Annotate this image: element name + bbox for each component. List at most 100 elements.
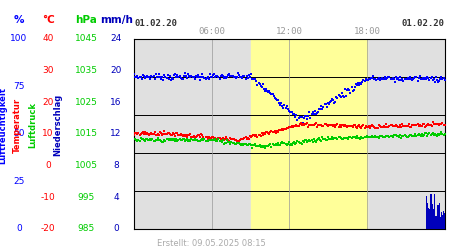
Point (268, 145, 275, 149)
Text: 1015: 1015 (75, 129, 98, 138)
Point (218, 140, 225, 144)
Point (356, 136, 363, 140)
Point (321, 122, 328, 126)
Point (418, 132, 426, 136)
Bar (430, 194, 431, 229)
Point (306, 138, 313, 142)
Point (372, 134, 379, 138)
Text: 24: 24 (111, 34, 122, 43)
Point (363, 78, 370, 82)
Point (235, 74, 243, 78)
Text: 1035: 1035 (75, 66, 98, 75)
Point (288, 110, 295, 114)
Point (280, 128, 287, 132)
Point (396, 124, 404, 128)
Point (416, 74, 423, 78)
Point (283, 126, 290, 130)
Point (282, 142, 289, 146)
Point (406, 125, 414, 129)
Point (366, 77, 373, 81)
Point (134, 139, 141, 143)
Point (142, 137, 149, 141)
Point (259, 145, 266, 149)
Point (396, 78, 403, 82)
Point (334, 96, 341, 100)
Point (147, 132, 154, 136)
Point (416, 123, 423, 127)
Point (385, 134, 392, 138)
Point (254, 144, 261, 148)
Point (406, 134, 414, 138)
Point (131, 76, 139, 80)
Point (274, 130, 282, 134)
Text: 50: 50 (13, 129, 25, 138)
Point (366, 135, 373, 139)
Point (154, 132, 162, 136)
Point (410, 77, 417, 81)
Point (270, 143, 277, 147)
Point (436, 132, 443, 136)
Point (304, 122, 311, 126)
Point (171, 139, 179, 143)
Point (133, 138, 140, 142)
Text: 8: 8 (113, 161, 119, 170)
Point (389, 76, 396, 80)
Point (137, 75, 144, 79)
Point (401, 77, 408, 81)
Point (220, 138, 228, 142)
Text: 4: 4 (113, 192, 119, 202)
Point (412, 75, 419, 79)
Point (211, 138, 218, 142)
Point (204, 137, 211, 141)
Point (425, 122, 432, 126)
Point (174, 138, 181, 142)
Point (280, 142, 287, 146)
Point (424, 122, 431, 126)
Point (429, 78, 436, 82)
Point (368, 124, 375, 128)
Point (148, 138, 155, 142)
Point (267, 90, 274, 94)
Point (200, 138, 207, 142)
Point (215, 138, 222, 141)
Point (171, 132, 178, 136)
Point (131, 137, 139, 141)
Point (184, 138, 191, 141)
Point (384, 134, 391, 138)
Point (179, 138, 186, 141)
Point (297, 141, 304, 145)
Point (146, 133, 153, 137)
Point (441, 78, 448, 82)
Point (393, 134, 400, 138)
Point (425, 132, 432, 136)
Point (271, 96, 279, 100)
Point (361, 79, 368, 83)
Point (393, 124, 400, 128)
Point (240, 137, 247, 141)
Point (161, 138, 168, 142)
Point (130, 133, 138, 137)
Point (430, 77, 437, 81)
Point (415, 132, 422, 136)
Point (151, 77, 158, 81)
Point (384, 125, 391, 129)
Point (423, 131, 430, 135)
Point (206, 72, 213, 76)
Text: Niederschlag: Niederschlag (53, 94, 62, 156)
Point (386, 75, 393, 79)
Point (187, 132, 194, 136)
Point (436, 77, 444, 81)
Point (259, 82, 266, 86)
Point (248, 144, 255, 148)
Point (238, 76, 246, 80)
Bar (433, 209, 434, 229)
Point (426, 124, 433, 128)
Point (395, 76, 402, 80)
Point (413, 134, 420, 138)
Point (168, 76, 176, 80)
Point (432, 132, 440, 136)
Text: 995: 995 (78, 192, 95, 202)
Point (322, 138, 329, 142)
Point (389, 135, 396, 139)
Point (244, 144, 251, 148)
